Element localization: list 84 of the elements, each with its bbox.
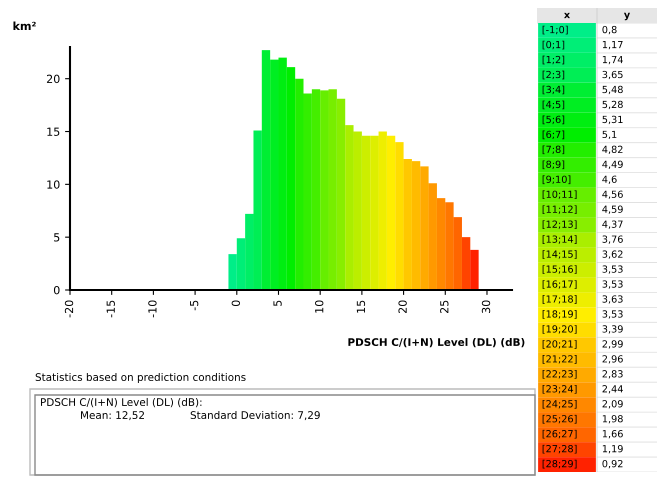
- category-label: [25;26]: [542, 414, 577, 424]
- data-label: 2,96: [602, 355, 623, 364]
- category-label: [14;15]: [542, 250, 577, 259]
- category-label: [5;6]: [542, 116, 564, 124]
- y-tick-label: 10: [47, 180, 60, 189]
- x-tick-label: 20: [398, 300, 407, 314]
- y-tick-label: 5: [54, 233, 60, 242]
- category-label: [1;2]: [542, 56, 564, 64]
- text: y: [624, 12, 630, 20]
- data-label: 1,98: [602, 415, 623, 424]
- x-tick-label: 5: [273, 300, 282, 306]
- y-tick-label: 0: [54, 286, 60, 294]
- data-label: 1,19: [602, 445, 623, 454]
- category-label: [23;24]: [542, 384, 577, 394]
- text: x: [564, 12, 570, 18]
- text: PDSCH C/(I+N) Level (DL) (dB):: [41, 398, 202, 408]
- data-label: 3,53: [602, 280, 623, 289]
- data-label: 4,37: [602, 220, 623, 229]
- data-label: 4,82: [602, 146, 622, 154]
- category-label: [18;19]: [542, 310, 577, 319]
- x-tick-label: -5: [190, 300, 198, 310]
- category-label: [22;23]: [542, 370, 577, 379]
- data-label: 3,39: [602, 325, 623, 334]
- category-label: [11;12]: [542, 205, 577, 214]
- data-label: 4,6: [602, 176, 617, 184]
- category-label: [27;28]: [542, 444, 577, 454]
- data-label: 5,31: [602, 116, 623, 124]
- text: Mean: 12,52: [81, 411, 144, 420]
- data-label: 4,56: [602, 190, 623, 199]
- category-label: [17;18]: [542, 295, 577, 304]
- category-label: [7;8]: [542, 145, 564, 154]
- x-tick-label: 0: [232, 300, 240, 306]
- data-label: 1,66: [602, 430, 623, 438]
- category-label: [3;4]: [542, 86, 564, 94]
- category-label: [26;27]: [542, 430, 577, 439]
- text: Standard Deviation: 7,29: [190, 410, 320, 420]
- category-label: [21;22]: [542, 355, 577, 364]
- y-tick-label: 20: [46, 74, 60, 84]
- category-label: [24;25]: [542, 400, 577, 409]
- x-axis-title: PDSCH C/(I+N) Level (DL) (dB): [348, 338, 524, 348]
- data-label: 4,49: [602, 160, 623, 169]
- x-tick-label: 25: [440, 300, 449, 314]
- category-label: [19;20]: [542, 325, 577, 334]
- x-tick-label: 10: [315, 300, 324, 313]
- data-label: 3,53: [602, 265, 623, 274]
- data-label: 1,17: [602, 41, 623, 50]
- category-label: [0;1]: [542, 40, 564, 50]
- data-label: 2,83: [602, 370, 623, 379]
- data-label: 2,09: [602, 400, 623, 408]
- data-label: 3,53: [602, 310, 623, 319]
- data-label: 3,65: [602, 70, 623, 80]
- data-label: 2,44: [602, 385, 623, 394]
- category-label: [8;9]: [542, 160, 564, 170]
- category-label: [28;29]: [542, 460, 577, 468]
- category-label: [12;13]: [542, 220, 577, 229]
- category-label: [9;10]: [542, 175, 570, 184]
- y-axis-title: km²: [13, 22, 36, 30]
- category-label: [6;7]: [542, 130, 564, 140]
- x-tick-label: 30: [482, 300, 490, 314]
- x-tick-label: -10: [148, 300, 157, 318]
- data-label: 3,62: [602, 250, 622, 259]
- category-label: [4;5]: [542, 100, 564, 110]
- x-tick-label: 15: [356, 300, 366, 313]
- category-label: [13;14]: [542, 235, 577, 244]
- data-label: 0,92: [602, 460, 622, 468]
- data-label: 5,28: [602, 100, 623, 110]
- category-label: [16;17]: [542, 280, 577, 289]
- data-label: 3,63: [602, 295, 623, 304]
- data-label: 3,76: [602, 235, 623, 244]
- x-tick-label: -15: [106, 300, 115, 318]
- category-label: [15;16]: [542, 265, 577, 274]
- data-label: 4,59: [602, 206, 623, 214]
- category-label: [-1;0]: [542, 26, 568, 34]
- x-tick-label: -20: [64, 300, 74, 318]
- text: Statistics based on prediction conditions: [36, 372, 246, 384]
- y-tick-label: 15: [47, 128, 60, 136]
- category-label: [10;11]: [542, 190, 577, 200]
- data-label: 5,1: [602, 130, 616, 140]
- data-label: 1,74: [602, 56, 623, 64]
- data-label: 2,99: [602, 340, 623, 349]
- data-label: 5,48: [602, 86, 623, 94]
- category-label: [2;3]: [542, 70, 564, 80]
- data-label: 0,8: [602, 26, 617, 34]
- category-label: [20;21]: [542, 340, 577, 349]
